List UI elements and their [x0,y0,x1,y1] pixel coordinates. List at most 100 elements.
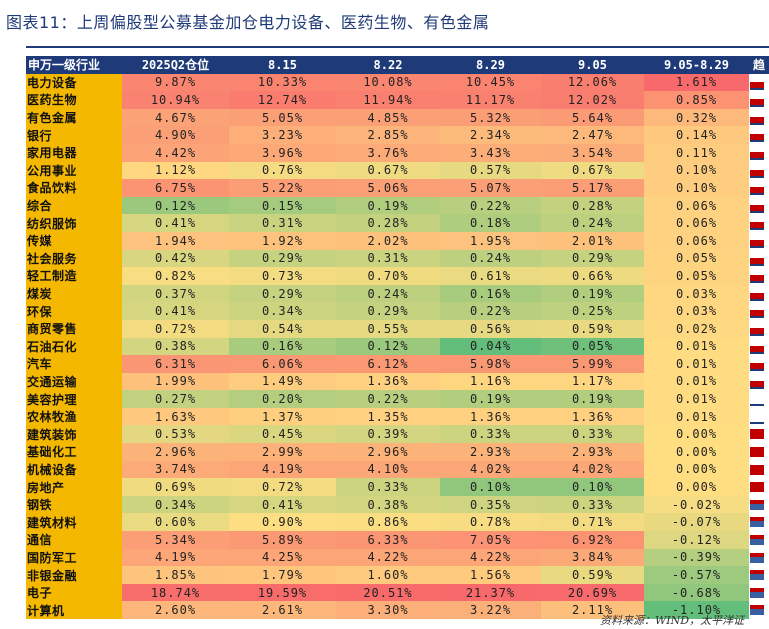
industry-name: 综合 [26,196,122,215]
position-value: 0.16% [440,284,541,303]
trend-sparkbar [749,179,769,197]
trend-bar-prev [750,394,764,407]
industry-name: 机械设备 [26,460,122,479]
position-value: 0.10% [541,478,644,496]
position-value: 21.37% [440,583,541,602]
change-value: 0.06% [644,231,749,250]
industry-name: 石油石化 [26,337,122,356]
position-value: 0.34% [122,495,229,514]
change-value: 0.00% [644,478,749,496]
industry-name: 环保 [26,302,122,320]
position-value: 0.54% [229,319,336,338]
position-value: 12.02% [541,91,644,109]
trend-sparkbar [749,143,769,162]
trend-sparkbar [749,495,769,514]
col-date: 8.29 [440,56,541,74]
position-value: 0.86% [336,513,440,532]
industry-name: 计算机 [26,601,122,619]
col-industry: 申万一级行业 [26,56,122,74]
change-value: -0.07% [644,513,749,532]
position-value: 20.51% [336,583,440,602]
position-value: 0.67% [336,161,440,180]
industry-name: 房地产 [26,478,122,496]
trend-bar-prev [750,411,764,424]
position-value: 10.45% [440,73,541,92]
position-value: 0.60% [122,513,229,532]
table-row: 农林牧渔 1.63% 1.37% 1.35% 1.36% 1.36% 0.01% [26,407,769,426]
position-value: 6.33% [336,531,440,549]
col-change: 9.05-8.29 [644,56,749,74]
change-value: 0.10% [644,161,749,180]
trend-sparkbar [749,249,769,268]
position-value: 0.12% [336,337,440,356]
trend-bar-prev [750,447,764,458]
change-value: 0.01% [644,407,749,426]
trend-bar-curr [750,327,764,334]
trend-bar-curr [750,151,764,158]
trend-sparkbar [749,302,769,320]
position-value: 0.39% [336,425,440,444]
position-value: 3.22% [440,601,541,619]
change-value: 0.00% [644,425,749,444]
change-value: -0.02% [644,495,749,514]
trend-sparkbar [749,478,769,496]
change-value: 0.06% [644,196,749,215]
change-value: 0.00% [644,460,749,479]
table-row: 非银金融 1.85% 1.79% 1.60% 1.56% 0.59% -0.57% [26,566,769,584]
trend-bar-curr [750,134,764,141]
table-row: 电力设备 9.87% 10.33% 10.08% 10.45% 12.06% 1.61% [26,73,769,92]
position-value: 0.90% [229,513,336,532]
position-value: 0.33% [541,425,644,444]
industry-name: 轻工制造 [26,267,122,285]
position-value: 4.22% [440,548,541,567]
position-value: 0.20% [229,390,336,408]
position-value: 0.28% [336,214,440,232]
position-value: 2.60% [122,601,229,619]
trend-bar-curr [750,275,764,282]
trend-bar-prev [750,482,764,493]
position-value: 12.06% [541,73,644,92]
position-value: 1.35% [336,407,440,426]
position-value: 2.96% [122,443,229,461]
position-value: 6.92% [541,531,644,549]
position-value: 2.01% [541,231,644,250]
position-value: 0.41% [122,302,229,320]
trend-bar-prev [750,429,764,440]
trend-bar-curr [750,574,764,581]
position-value: 1.56% [440,566,541,584]
trend-sparkbar [749,196,769,215]
trend-sparkbar [749,73,769,92]
position-value: 0.38% [336,495,440,514]
trend-sparkbar [749,601,769,619]
table-row: 食品饮料 6.75% 5.22% 5.06% 5.07% 5.17% 0.10% [26,179,769,197]
trend-bar-curr [750,292,764,299]
industry-name: 基础化工 [26,443,122,461]
position-value: 0.24% [541,214,644,232]
table-row: 建筑材料 0.60% 0.90% 0.86% 0.78% 0.71% -0.07% [26,513,769,532]
position-value: 0.19% [440,390,541,408]
position-value: 20.69% [541,583,644,602]
trend-bar-curr [750,204,764,211]
table-row: 银行 4.90% 3.23% 2.85% 2.34% 2.47% 0.14% [26,126,769,144]
trend-bar-curr [750,363,764,370]
table-row: 基础化工 2.96% 2.99% 2.96% 2.93% 2.93% 0.00% [26,443,769,461]
position-value: 2.34% [440,126,541,144]
position-value: 0.42% [122,249,229,268]
position-value: 0.29% [229,284,336,303]
position-value: 0.70% [336,267,440,285]
position-value: 0.19% [541,390,644,408]
position-value: 0.28% [541,196,644,215]
trend-sparkbar [749,513,769,532]
change-value: -1.10% [644,601,749,619]
position-value: 0.61% [440,267,541,285]
position-value: 0.82% [122,267,229,285]
change-value: -0.68% [644,583,749,602]
table-row: 公用事业 1.12% 0.76% 0.67% 0.57% 0.67% 0.10% [26,161,769,180]
industry-name: 公用事业 [26,161,122,180]
trend-bar-curr [750,222,764,229]
trend-sparkbar [749,425,769,444]
table-row: 石油石化 0.38% 0.16% 0.12% 0.04% 0.05% 0.01% [26,337,769,356]
position-value: 1.95% [440,231,541,250]
position-value: 0.33% [336,478,440,496]
position-value: 1.94% [122,231,229,250]
